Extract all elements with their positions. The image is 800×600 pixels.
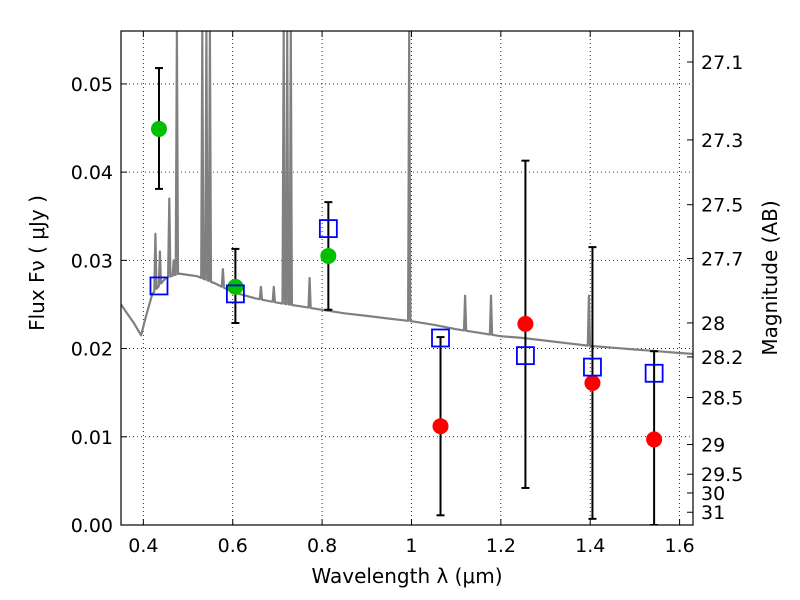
grid [121, 31, 693, 525]
data-point [320, 247, 337, 264]
y-right-tick-label: 27.3 [701, 130, 743, 152]
y-tick-label: 0.05 [71, 74, 113, 96]
x-tick-labels: 0.4 0.6 0.8 1 1.2 1.4 1.6 [128, 535, 694, 557]
data-point [646, 431, 663, 448]
y-tick-label: 0.01 [71, 427, 113, 449]
model-point [431, 328, 450, 348]
y-right-tick-label: 31 [701, 502, 725, 524]
y-axis-title: Flux Fν ( μJy ) [25, 195, 49, 331]
x-tick-label: 1.4 [575, 535, 605, 557]
spectrum-line [121, 31, 693, 355]
data-point [584, 374, 601, 391]
y-tick-labels: 0.00 0.01 0.02 0.03 0.04 0.05 [71, 74, 113, 537]
y-right-tick-label: 27.5 [701, 195, 743, 217]
y-tick-label: 0.00 [71, 515, 113, 537]
y-right-tick-label: 28.2 [701, 347, 743, 369]
data-markers [149, 120, 664, 448]
y-right-axis-title: Magnitude (AB) [758, 200, 782, 355]
y-tick-label: 0.03 [71, 250, 113, 272]
x-tick-label: 0.6 [218, 535, 248, 557]
model-spectrum [121, 31, 693, 355]
y-right-tick-label: 27.7 [701, 249, 743, 271]
data-point [517, 315, 534, 332]
y-right-tick-label: 29 [701, 435, 725, 457]
model-point [318, 219, 338, 239]
plot-frame [120, 30, 694, 526]
data-point [432, 418, 449, 435]
x-tick-label: 0.4 [128, 535, 158, 557]
y-right-tick-label: 27.1 [701, 52, 743, 74]
model-point [583, 357, 602, 377]
x-tick-label: 1.6 [664, 535, 694, 557]
x-tick-label: 0.8 [307, 535, 337, 557]
y-right-tick-label: 28 [701, 313, 725, 335]
data-point [150, 120, 167, 137]
axis-ticks [121, 31, 693, 526]
y-tick-label: 0.02 [71, 339, 113, 361]
y-tick-label: 0.04 [71, 162, 113, 184]
model-point [149, 276, 169, 296]
data-point [227, 278, 244, 295]
plot-background [121, 31, 693, 525]
y-right-tick-label: 30 [701, 483, 725, 505]
model-point [644, 363, 664, 383]
y-right-tick-label: 29.5 [701, 464, 743, 486]
y-right-tick-label: 28.5 [701, 387, 743, 409]
x-tick-label: 1 [405, 535, 417, 557]
x-tick-label: 1.2 [486, 535, 516, 557]
model-point [225, 284, 245, 304]
x-axis-title: Wavelength λ (μm) [311, 564, 502, 588]
model-point [516, 346, 535, 366]
